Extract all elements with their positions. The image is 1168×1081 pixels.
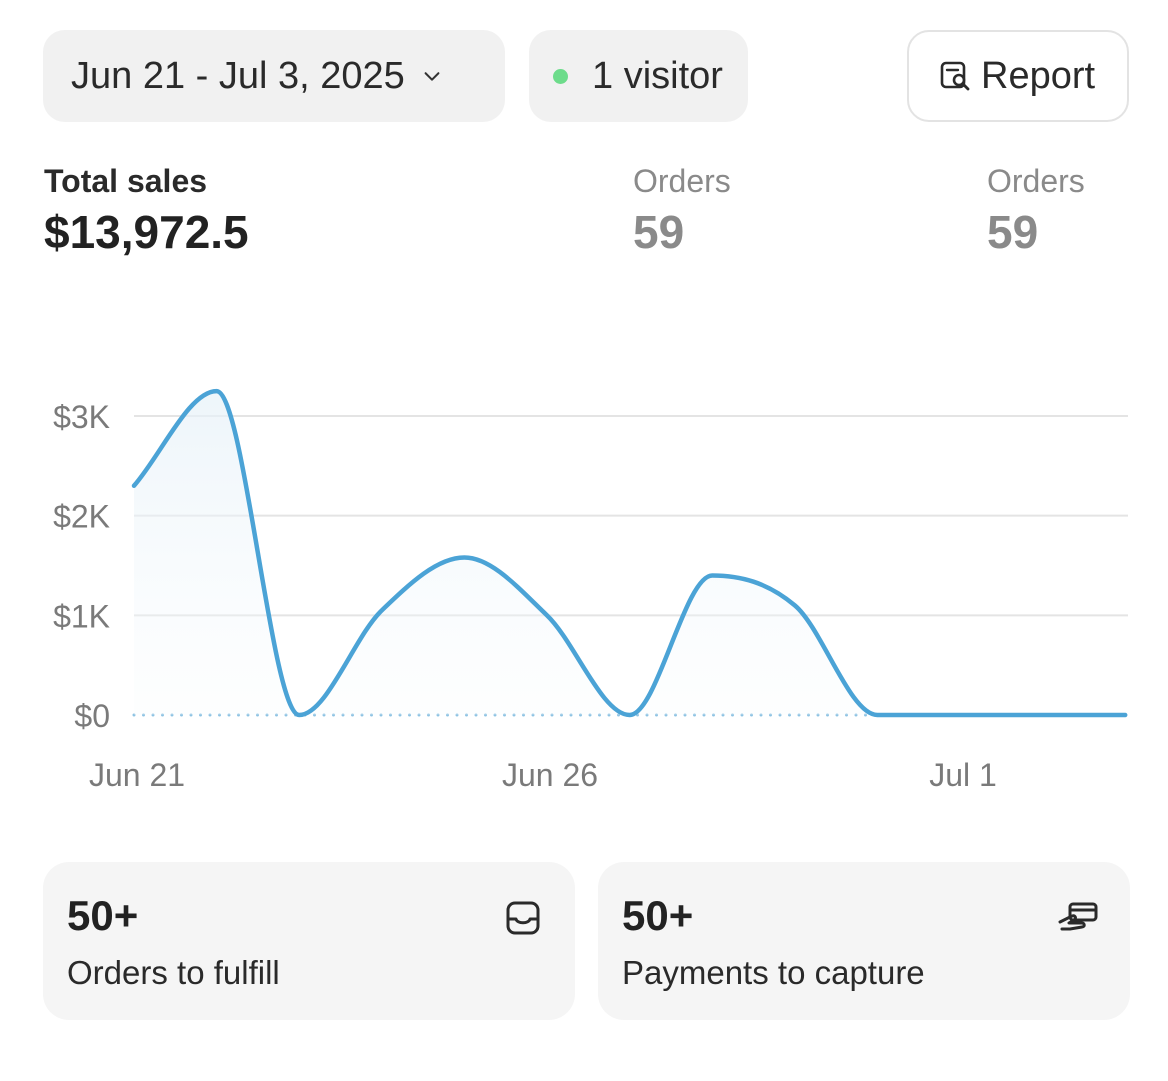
date-range-picker[interactable]: Jun 21 - Jul 3, 2025 bbox=[43, 30, 505, 122]
y-tick-label: $1K bbox=[53, 598, 110, 634]
metric-label: Orders bbox=[633, 163, 731, 199]
inbox-icon bbox=[506, 901, 540, 935]
x-tick-label: Jun 26 bbox=[502, 757, 598, 793]
metric-value: 59 bbox=[987, 206, 1039, 258]
metric-orders[interactable]: Orders 59 bbox=[633, 162, 731, 260]
metric-value: 59 bbox=[633, 206, 685, 258]
data-point bbox=[709, 572, 715, 578]
report-button[interactable]: Report bbox=[907, 30, 1129, 122]
sales-line-chart[interactable]: $0 $1K $2K $3K Jun 21 Jun 26 Jul 1 bbox=[0, 360, 1168, 820]
payment-capture-icon bbox=[1058, 902, 1098, 931]
live-visitors-button[interactable]: 1 visitor bbox=[529, 30, 748, 122]
x-tick-label: Jul 1 bbox=[929, 757, 997, 793]
data-point bbox=[627, 712, 633, 718]
metric-label: Orders bbox=[987, 163, 1085, 199]
data-point bbox=[1122, 712, 1128, 718]
series-area bbox=[134, 391, 1126, 716]
data-point bbox=[874, 712, 880, 718]
orders-to-fulfill-card[interactable]: 50+ Orders to fulfill bbox=[43, 862, 575, 1020]
data-point bbox=[131, 483, 137, 489]
chart-grid bbox=[132, 415, 1130, 717]
data-point bbox=[214, 388, 220, 394]
payments-to-capture-card[interactable]: 50+ Payments to capture bbox=[598, 862, 1130, 1020]
data-point bbox=[461, 555, 467, 561]
metric-label: Total sales bbox=[44, 163, 208, 199]
live-status-dot bbox=[553, 68, 568, 84]
visitors-label: 1 visitor bbox=[592, 54, 723, 97]
data-point bbox=[1040, 712, 1046, 718]
series-line bbox=[131, 388, 1128, 718]
chevron-down-icon bbox=[424, 72, 440, 81]
data-point bbox=[792, 602, 798, 608]
metric-total-sales[interactable]: Total sales $13,972.5 bbox=[44, 162, 249, 260]
y-tick-label: $3K bbox=[53, 399, 110, 435]
data-point bbox=[957, 712, 963, 718]
metric-value: $13,972.5 bbox=[44, 206, 249, 258]
card-label: Payments to capture bbox=[622, 954, 925, 991]
card-count: 50+ bbox=[622, 892, 694, 939]
y-axis-labels: $0 $1K $2K $3K bbox=[53, 399, 110, 734]
x-tick-label: Jun 21 bbox=[89, 757, 185, 793]
data-point bbox=[296, 712, 302, 718]
report-label: Report bbox=[981, 54, 1096, 97]
date-range-label: Jun 21 - Jul 3, 2025 bbox=[71, 54, 405, 97]
card-count: 50+ bbox=[67, 892, 139, 939]
metric-orders[interactable]: Orders 59 bbox=[987, 162, 1085, 260]
data-point bbox=[379, 607, 385, 613]
y-tick-label: $2K bbox=[53, 499, 110, 535]
card-label: Orders to fulfill bbox=[67, 954, 280, 991]
y-tick-label: $0 bbox=[74, 698, 110, 734]
report-search-icon bbox=[940, 61, 970, 91]
x-axis-labels: Jun 21 Jun 26 Jul 1 bbox=[89, 757, 997, 793]
data-point bbox=[544, 612, 550, 618]
